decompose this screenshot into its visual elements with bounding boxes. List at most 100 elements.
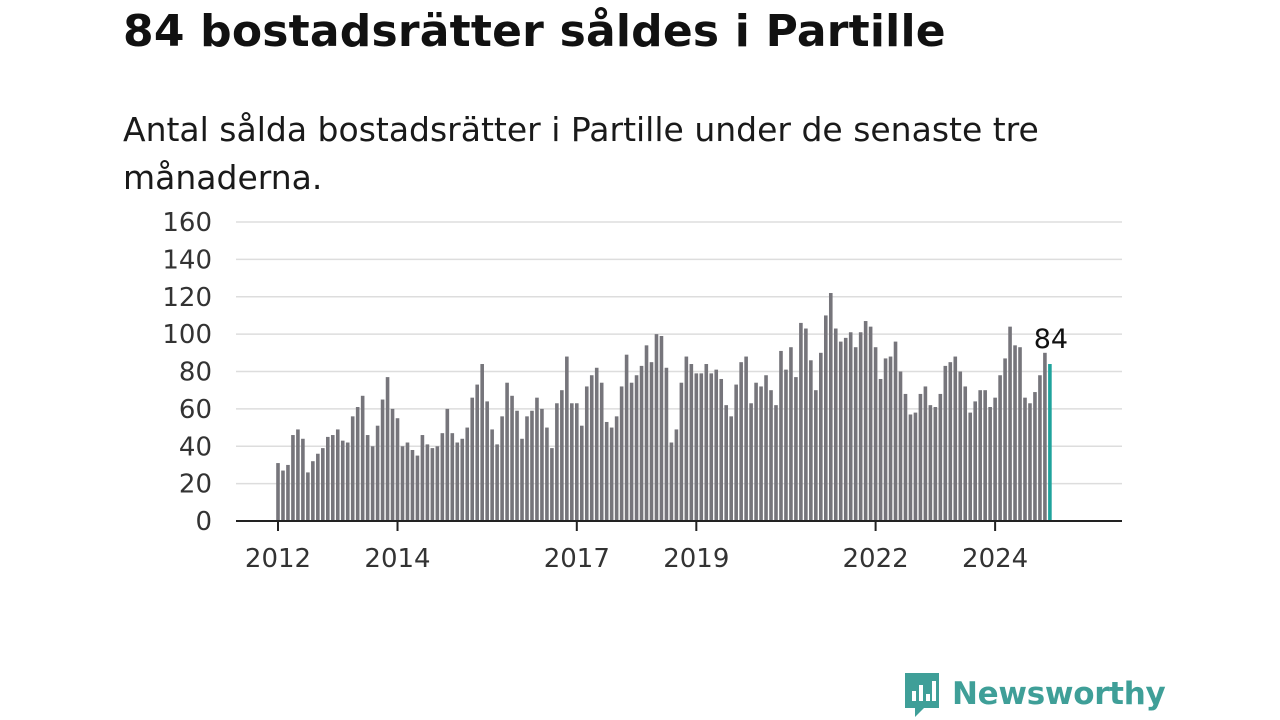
y-tick-label: 160 (162, 208, 212, 238)
bar (306, 472, 310, 521)
bar (913, 412, 918, 521)
bar (395, 418, 400, 521)
brand-logo: Newsworthy (902, 670, 1166, 718)
y-tick-label: 140 (162, 245, 212, 275)
bar (714, 369, 719, 521)
chart-title: 84 bostadsrätter såldes i Partille (123, 6, 946, 57)
bar (684, 356, 689, 521)
bar (560, 390, 564, 521)
bar (321, 448, 325, 521)
bar (430, 448, 435, 521)
last-value-label: 84 (1034, 324, 1068, 355)
bar (779, 350, 783, 521)
bar (330, 435, 335, 521)
bar (799, 322, 803, 521)
bar (749, 403, 753, 521)
bar (664, 367, 669, 521)
bar (530, 410, 534, 521)
bar (1008, 326, 1012, 521)
bar (490, 429, 494, 521)
bar (425, 444, 430, 521)
bar (440, 433, 445, 521)
bar (784, 369, 788, 521)
bar (599, 382, 604, 521)
x-tick-label: 2014 (364, 544, 430, 574)
chart-bars (276, 293, 1052, 522)
bar (754, 382, 758, 521)
bar (933, 407, 938, 521)
bar (843, 337, 848, 521)
bar (973, 401, 977, 521)
bar (495, 444, 499, 521)
bar (729, 416, 733, 521)
bar (838, 341, 843, 521)
bar (809, 360, 813, 521)
bar (570, 403, 574, 521)
bar (575, 403, 579, 521)
bar (724, 405, 728, 521)
bar (525, 416, 529, 521)
bar (814, 390, 818, 521)
bar (594, 367, 599, 521)
bar (719, 378, 724, 521)
bar (1038, 375, 1042, 521)
y-tick-label: 0 (195, 507, 212, 537)
bar (296, 429, 300, 521)
bar (555, 403, 559, 521)
bar (505, 382, 509, 521)
highlighted-bar (1048, 364, 1052, 521)
bar (579, 425, 584, 521)
bar (824, 315, 828, 521)
bar (769, 390, 773, 521)
bar (281, 470, 285, 521)
bar (804, 328, 808, 521)
bar (704, 364, 709, 521)
bar (744, 356, 748, 521)
bar (410, 449, 415, 521)
bar (291, 435, 295, 521)
bar (624, 354, 629, 521)
y-tick-label: 100 (162, 320, 212, 350)
bar (460, 438, 465, 521)
bar (794, 377, 798, 521)
x-tick-label: 2019 (663, 544, 729, 574)
bar (515, 410, 519, 521)
bar (1018, 347, 1022, 521)
bar (903, 393, 908, 521)
bar (873, 347, 878, 521)
bar (734, 384, 738, 521)
bar (694, 373, 699, 521)
bar (669, 442, 674, 521)
bar (819, 352, 823, 521)
y-tick-label: 20 (179, 470, 212, 500)
bar (893, 341, 898, 521)
bar (764, 375, 768, 521)
bar (828, 293, 833, 521)
bar (475, 384, 479, 521)
bar (878, 378, 883, 521)
chart-axes (236, 520, 1122, 531)
x-tick-label: 2012 (245, 544, 311, 574)
bar (853, 347, 858, 521)
bar (470, 397, 475, 521)
bar (455, 442, 460, 521)
bar (510, 395, 514, 521)
x-tick-label: 2024 (962, 544, 1028, 574)
bar (938, 393, 943, 521)
bar (968, 412, 973, 521)
bar (993, 397, 997, 521)
y-tick-label: 80 (179, 358, 212, 388)
bar (584, 386, 589, 521)
bar (759, 386, 763, 521)
bar (390, 408, 395, 522)
bar (276, 463, 280, 521)
bar (520, 438, 524, 521)
bar (435, 446, 440, 521)
bar (923, 386, 928, 521)
bar (654, 334, 659, 522)
bar (988, 407, 992, 521)
bar (1013, 345, 1017, 521)
bar (311, 461, 315, 521)
bar (978, 390, 982, 521)
y-tick-label: 40 (179, 432, 212, 462)
